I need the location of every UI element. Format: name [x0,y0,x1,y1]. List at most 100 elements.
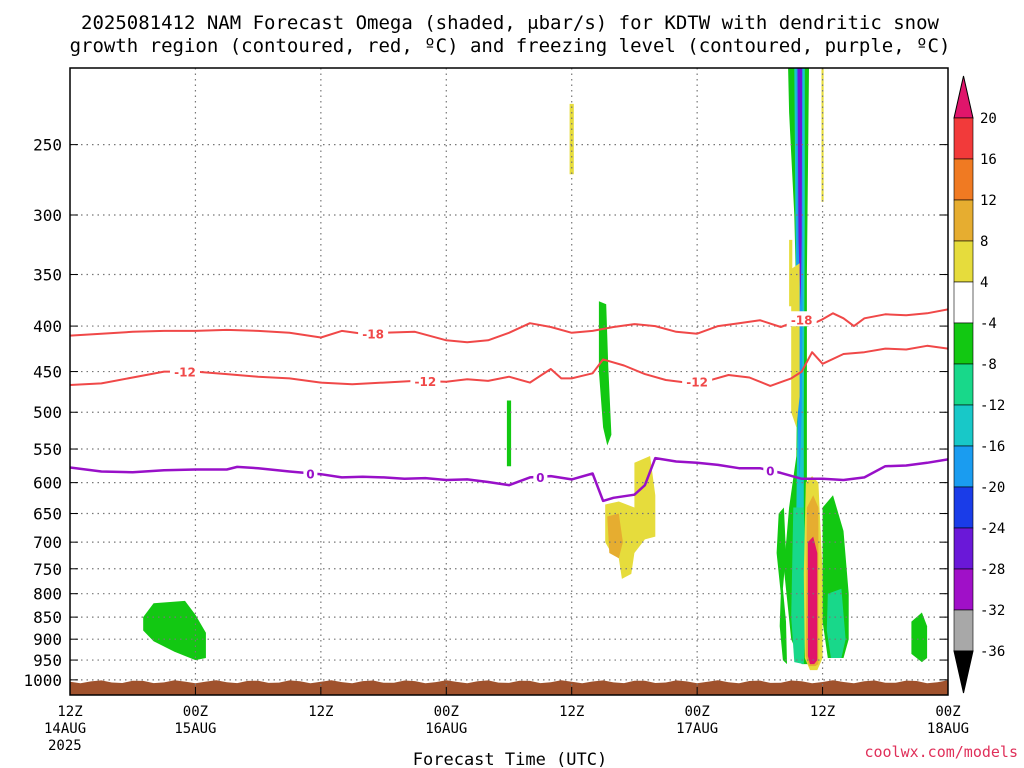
colorbar-label-5: -4 [980,316,997,332]
colorbar-bin-6 [953,322,974,365]
colorbar-bin-5 [953,281,974,324]
x-tick-label-72-1: 12Z [810,704,835,720]
colorbar-label-10: -24 [980,521,1005,537]
colorbar-bin-13 [953,609,974,652]
contour-line-0 [70,308,948,344]
y-tick-label-650: 650 [33,505,62,524]
colorbar-bin-4 [953,240,974,283]
contour-label-2-1: 0 [536,471,544,485]
colorbar-label-7: -12 [980,398,1005,414]
x-tick-label-0-1: 12Z [57,704,82,720]
contour-label-1-0: -12 [174,366,196,380]
colorbar-label-4: 4 [980,275,988,291]
temperature-contours: -18 -18 -12 -12 -12 0 0 0 [70,308,948,503]
credit-link[interactable]: coolwx.com/models [864,743,1018,761]
contour-label-0-1: -18 [791,313,813,327]
plot-frame [69,67,949,696]
omega-region-20 [807,536,818,665]
contour-label-bg-1-1 [410,373,441,389]
below-ground-area [70,680,948,695]
colorbar-bin-9 [953,445,974,488]
colorbar-bin-10 [953,486,974,529]
chart-title-line1: 2025081412 NAM Forecast Omega (shaded, μ… [81,12,939,34]
omega-region-7 [826,588,846,658]
y-tick-label-900: 900 [33,630,62,649]
y-tick-label-250: 250 [33,136,62,155]
pressure-axis: 250 300 350 400 450 500 550 600 650 700 750 800 850 9… [23,136,948,690]
contour-label-bg-1-0 [169,363,200,379]
contour-label-0-0: -18 [362,327,384,341]
x-tick-label-48-1: 12Z [559,704,584,720]
colorbar-top-arrow [953,75,974,119]
contour-label-bg-2-1 [533,468,548,484]
x-tick-label-12-1: 00Z [183,704,208,720]
x-tick-label-60-2: 17AUG [676,721,718,737]
colorbar-bin-3 [953,199,974,242]
contour-label-2-0: 0 [306,467,314,481]
colorbar-bin-8 [953,404,974,447]
contour-label-bg-2-0 [303,465,318,481]
y-tick-label-600: 600 [33,474,62,493]
colorbar-label-3: 8 [980,234,988,250]
colorbar-bin-12 [953,568,974,611]
y-tick-label-550: 550 [33,440,62,459]
y-tick-label-850: 850 [33,608,62,627]
omega-region-0 [143,600,206,661]
contour-label-bg-2-2 [763,462,778,478]
contour-label-2-2: 0 [766,465,774,479]
y-tick-label-700: 700 [33,533,62,552]
colorbar-label-8: -16 [980,439,1005,455]
x-tick-label-12-2: 15AUG [174,721,216,737]
y-tick-label-750: 750 [33,560,62,579]
omega-shading [143,68,928,671]
y-tick-label-500: 500 [33,403,62,422]
contour-label-1-1: -12 [415,375,437,389]
x-tick-label-60-1: 00Z [684,704,709,720]
colorbar-label-0: 20 [980,111,997,127]
contour-line-1 [70,344,948,387]
x-tick-label-0-3: 2025 [48,738,82,754]
omega-region-11 [797,68,803,307]
omega-region-8 [791,507,807,665]
x-tick-label-84-2: 18AUG [927,721,969,737]
colorbar-label-6: -8 [980,357,997,373]
color-bar: 20 16 12 8 4 -4 -8 -12 -16 -20 -24 -28 -32 -36 [953,75,1005,694]
colorbar-label-1: 16 [980,152,997,168]
omega-region-5 [776,507,787,665]
y-tick-label-300: 300 [33,206,62,225]
omega-region-15 [789,239,793,307]
x-tick-label-84-1: 00Z [935,704,960,720]
x-tick-label-36-1: 00Z [434,704,459,720]
y-tick-label-950: 950 [33,651,62,670]
x-axis-title: Forecast Time (UTC) [413,750,607,768]
y-tick-label-800: 800 [33,585,62,604]
x-tick-label-36-2: 16AUG [425,721,467,737]
y-tick-label-400: 400 [33,317,62,336]
colorbar-bin-2 [953,158,974,201]
y-tick-label-1000: 1000 [23,671,62,690]
y-tick-label-450: 450 [33,363,62,382]
y-tick-label-350: 350 [33,266,62,285]
colorbar-label-2: 12 [980,193,997,209]
below-ground-fill [70,680,948,695]
omega-region-2 [506,400,512,467]
omega-region-3 [598,301,612,446]
colorbar-bottom-arrow [953,650,974,694]
omega-region-1 [911,612,928,663]
omega-region-12 [569,103,574,175]
x-tick-label-24-1: 12Z [308,704,333,720]
contour-line-2 [70,456,948,503]
x-tick-label-0-2: 14AUG [44,721,86,737]
colorbar-bin-1 [953,117,974,160]
colorbar-label-13: -36 [980,644,1005,660]
chart-title-line2: growth region (contoured, red, ºC) and f… [70,35,951,57]
colorbar-bin-7 [953,363,974,406]
colorbar-label-12: -32 [980,603,1005,619]
contour-label-bg-0-1 [786,311,817,327]
colorbar-bin-11 [953,527,974,570]
contour-label-1-2: -12 [686,376,708,390]
colorbar-label-9: -20 [980,480,1005,496]
contour-label-bg-0-0 [358,325,389,341]
